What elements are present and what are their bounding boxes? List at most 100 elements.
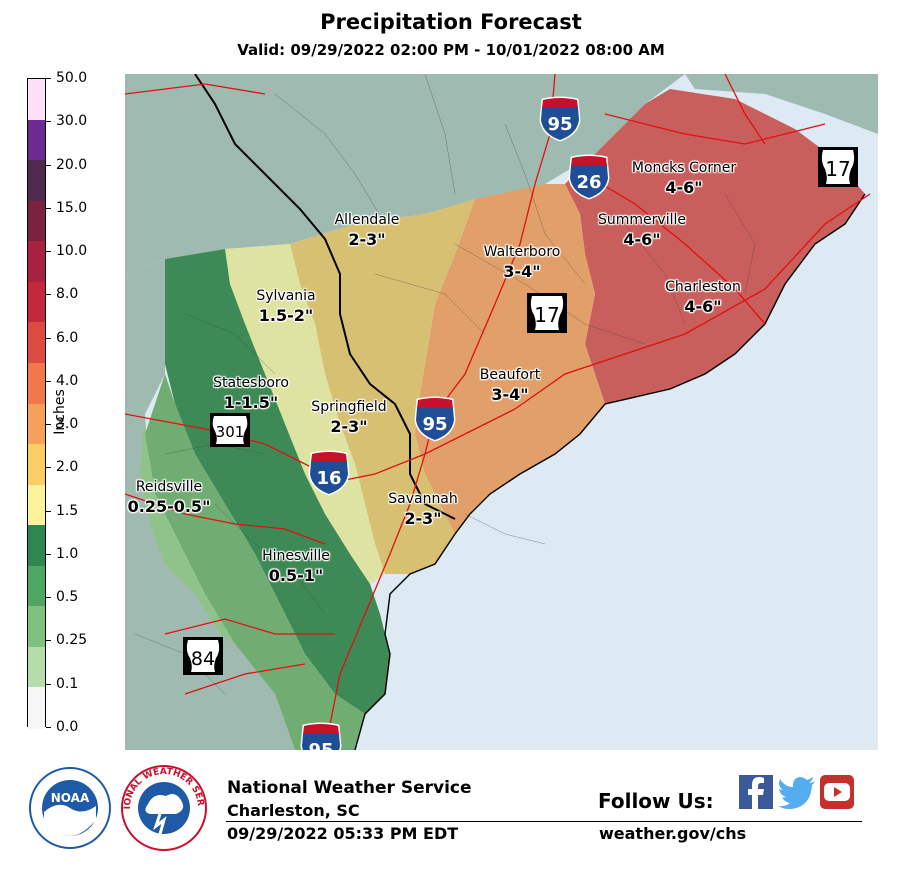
zone-4-6-inches <box>565 89 865 404</box>
city-amount: 0.5-1" <box>268 566 324 585</box>
colorbar-tick <box>46 467 51 469</box>
highway-shields: 95 26 95 16 <box>183 96 858 750</box>
city-label-allendale: Allendale 2-3" <box>335 211 400 251</box>
colorbar-tick-label: 1.5 <box>56 502 79 519</box>
colorbar-tick <box>46 251 51 253</box>
city-name: Walterboro <box>483 244 561 260</box>
colorbar-segment <box>28 79 45 121</box>
colorbar-tick <box>46 294 51 296</box>
i95-top-number: 95 <box>547 114 572 135</box>
noaa-logo: NOAA <box>29 767 111 849</box>
twitter-icon[interactable] <box>777 775 817 809</box>
colorbar-tick-label: 8.0 <box>56 286 79 303</box>
colorbar-tick-label: 20.0 <box>56 156 88 173</box>
city-amount: 4-6" <box>684 297 722 316</box>
colorbar-tick-label: 4.0 <box>56 372 79 389</box>
zone-1-5-2-inches <box>225 244 385 584</box>
us17-mid-number: 17 <box>534 303 559 327</box>
colorbar-segment <box>28 200 45 242</box>
colorbar-segment <box>28 525 45 567</box>
colorbar-segment <box>28 281 45 323</box>
i95-bottom-number: 95 <box>308 740 333 750</box>
city-amount: 4-6" <box>665 178 703 197</box>
colorbar-tick <box>46 640 51 642</box>
footer-divider <box>226 821 862 822</box>
city-label-sylvania: Sylvania 1.5-2" <box>256 287 315 327</box>
website-link[interactable]: weather.gov/chs <box>599 824 747 843</box>
interstate-95-shield-bottom: 95 <box>300 722 342 750</box>
land-outside-northeast <box>685 74 878 134</box>
colorbar-tick <box>46 78 51 79</box>
city-name: Sylvania <box>256 288 316 304</box>
colorbar-segment <box>28 565 45 607</box>
precipitation-map: 95 26 95 16 <box>125 74 878 750</box>
colorbar-segment <box>28 119 45 161</box>
city-name: Summerville <box>598 212 686 228</box>
colorbar-tick-label: 10.0 <box>56 243 88 260</box>
city-label-walterboro: Walterboro 3-4" <box>484 243 561 283</box>
city-name: Reidsville <box>135 479 203 495</box>
colorbar-segment <box>28 606 45 648</box>
city-amount: 3-4" <box>503 262 541 281</box>
colorbar-tick-label: 6.0 <box>56 329 79 346</box>
interstate-26-shield: 26 <box>568 154 610 200</box>
city-name: Savannah <box>388 491 458 507</box>
us-301-shield: 301 <box>210 413 250 447</box>
colorbar-segment <box>28 322 45 364</box>
facebook-icon[interactable] <box>739 775 773 809</box>
colorbar-tick-label: 50.0 <box>56 70 88 86</box>
city-amount: 3-4" <box>491 385 529 404</box>
colorbar-segment <box>28 444 45 486</box>
i16-number: 16 <box>316 468 341 489</box>
colorbar-tick <box>46 337 51 339</box>
colorbar <box>27 78 46 729</box>
city-label-beaufort: Beaufort 3-4" <box>480 366 540 406</box>
colorbar-tick <box>46 727 51 728</box>
colorbar-tick-label: 0.0 <box>56 719 79 735</box>
map-graphic: 95 26 95 16 <box>125 74 878 750</box>
colorbar-tick <box>46 553 51 555</box>
city-name: Charleston <box>665 279 741 295</box>
us84-number: 84 <box>191 648 215 670</box>
colorbar-tick <box>46 121 51 123</box>
agency-name: National Weather Service <box>227 778 472 798</box>
colorbar-tick-label: 15.0 <box>56 199 88 216</box>
zone-0-25-0-5-inches <box>140 414 235 644</box>
interstate-16-shield: 16 <box>308 450 350 496</box>
city-label-charleston: Charleston 4-6" <box>665 278 741 318</box>
city-amount: 2-3" <box>404 509 442 528</box>
colorbar-tick <box>46 164 51 166</box>
nws-seal-logo: NATIONAL WEATHER SERVICE <box>120 764 207 851</box>
colorbar-tick-label: 3.0 <box>56 416 79 433</box>
city-name: Beaufort <box>479 367 541 383</box>
us-17-shield-right: 17 <box>818 147 858 187</box>
city-label-savannah: Savannah 2-3" <box>388 490 458 530</box>
chart-title: Precipitation Forecast <box>320 10 582 34</box>
interstate-95-shield-top: 95 <box>539 96 581 142</box>
colorbar-tick <box>46 683 51 685</box>
city-amount: 2-3" <box>330 417 368 436</box>
colorbar-segment <box>28 484 45 526</box>
us-84-shield: 84 <box>183 637 223 675</box>
colorbar-tick-label: 0.1 <box>56 675 79 692</box>
city-label-reidsville: Reidsville 0.25-0.5" <box>128 478 211 518</box>
city-label-hinesville: Hinesville 0.5-1" <box>262 547 330 587</box>
youtube-icon[interactable] <box>820 775 854 809</box>
city-name: Moncks Corner <box>631 160 737 176</box>
colorbar-tick-label: 0.25 <box>56 632 88 649</box>
colorbar-tick <box>46 510 51 512</box>
colorbar-tick-label: 0.5 <box>56 589 79 606</box>
city-label-summerville: Summerville 4-6" <box>598 211 686 251</box>
colorbar-tick <box>46 207 51 209</box>
follow-us-label: Follow Us: <box>598 789 714 813</box>
colorbar-segment <box>28 160 45 202</box>
coastline <box>354 193 866 750</box>
zone-0-5-1-inches <box>145 374 365 750</box>
zone-3-4-inches <box>415 184 605 534</box>
valid-period: Valid: 09/29/2022 02:00 PM - 10/01/2022 … <box>237 41 665 59</box>
city-name: Statesboro <box>213 375 289 391</box>
colorbar-segment <box>28 687 45 729</box>
i26-number: 26 <box>576 172 601 193</box>
colorbar-tick <box>46 597 51 599</box>
city-amount: 1-1.5" <box>223 393 279 412</box>
